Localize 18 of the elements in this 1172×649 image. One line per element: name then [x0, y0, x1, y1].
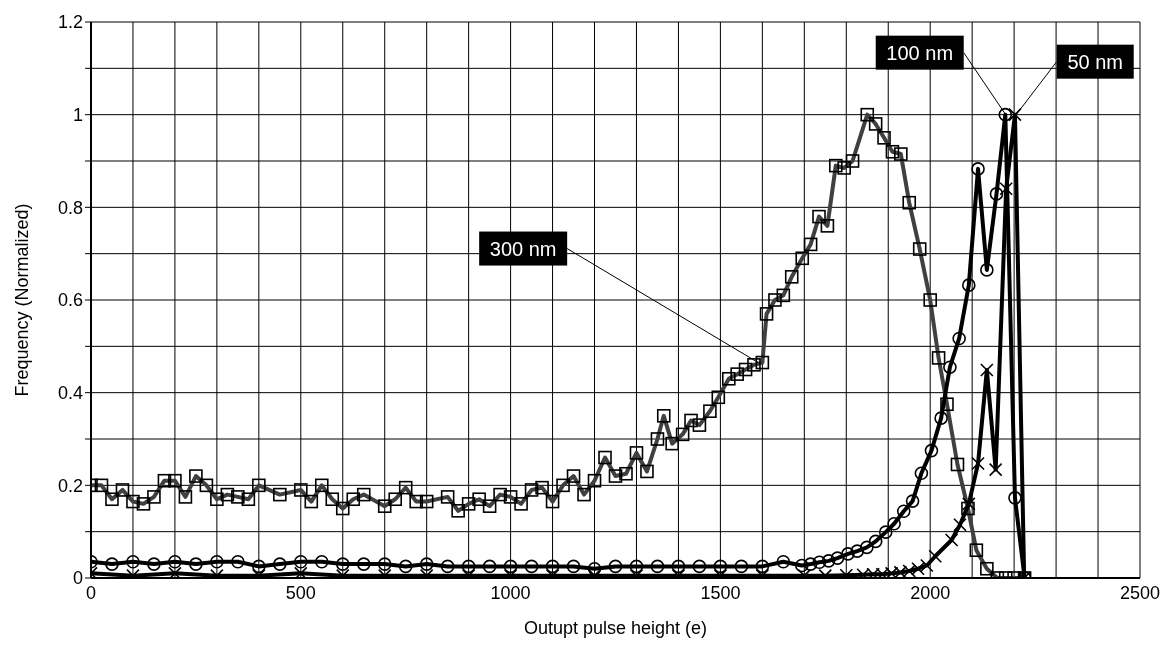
- x-tick-label: 1500: [700, 582, 741, 603]
- y-tick-label: 0.2: [57, 475, 83, 496]
- y-tick-label: 1: [72, 105, 83, 126]
- annotation: 50 nm: [1067, 50, 1124, 73]
- y-tick-label: 0.4: [57, 383, 83, 404]
- y-tick-label: 0.6: [57, 290, 83, 311]
- x-tick-label: 2000: [910, 582, 951, 603]
- x-tick-label: 1000: [490, 582, 531, 603]
- y-tick-label: 0.8: [57, 197, 83, 218]
- x-axis-title: Outupt pulse height (e): [523, 618, 708, 638]
- y-tick-label: 0: [72, 568, 83, 589]
- x-tick-label: 0: [85, 582, 97, 603]
- y-axis-title: Frequency (Normalized): [12, 203, 33, 397]
- annotation: 300 nm: [489, 237, 557, 260]
- annotation: 100 nm: [886, 41, 954, 64]
- x-tick-label: 500: [285, 582, 316, 603]
- x-tick-label: 2500: [1119, 582, 1161, 603]
- y-tick-label: 1.2: [57, 12, 83, 33]
